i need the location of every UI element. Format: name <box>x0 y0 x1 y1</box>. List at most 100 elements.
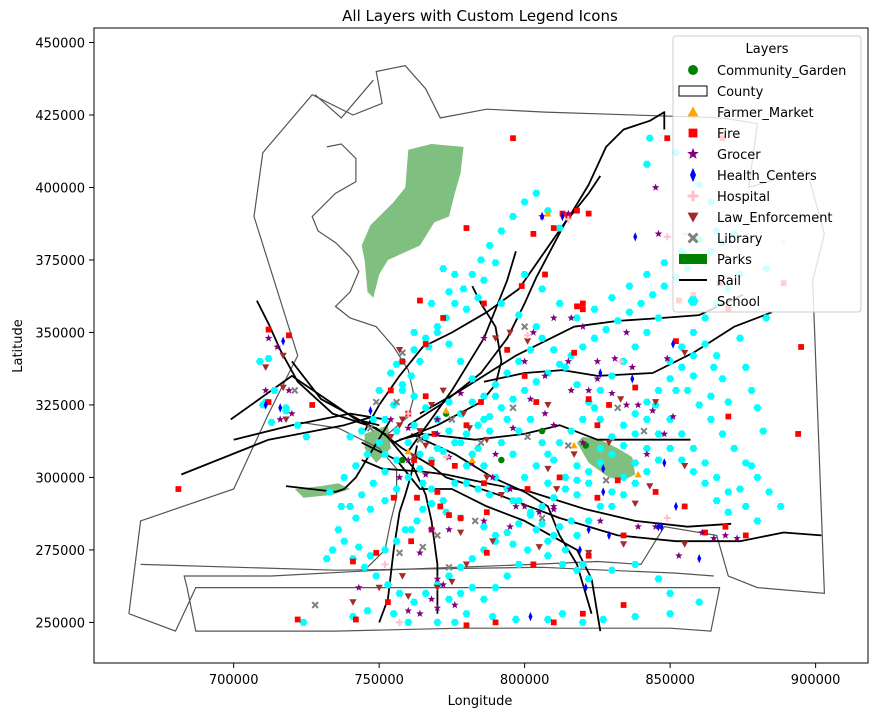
school-marker <box>584 479 593 487</box>
school-marker <box>561 474 570 481</box>
school-marker <box>642 271 651 278</box>
library-marker <box>614 404 622 412</box>
school-marker <box>497 404 506 412</box>
grocer-marker <box>480 517 488 525</box>
school-marker <box>724 508 733 516</box>
park-polygon <box>577 436 636 481</box>
school-marker <box>264 355 273 362</box>
school-marker <box>642 416 651 423</box>
grocer-marker <box>608 389 616 397</box>
library-marker <box>419 543 427 551</box>
library-marker <box>416 436 424 444</box>
school-marker <box>445 288 453 296</box>
law-enforcement-marker <box>410 454 418 461</box>
law-enforcement-marker <box>398 416 407 424</box>
library-marker <box>291 386 299 395</box>
fire-marker <box>434 489 441 495</box>
school-marker <box>392 485 401 493</box>
health-centers-marker <box>263 400 268 410</box>
library-marker <box>640 427 648 435</box>
school-marker <box>299 618 308 626</box>
school-marker <box>410 392 419 400</box>
school-marker <box>607 433 616 441</box>
school-marker <box>468 375 477 383</box>
law-enforcement-marker <box>398 573 407 580</box>
fire-marker <box>594 422 601 429</box>
school-marker <box>532 323 541 331</box>
fire-marker <box>175 486 182 492</box>
school-marker <box>619 442 628 449</box>
rail-line <box>256 300 822 543</box>
school-marker <box>561 363 570 371</box>
school-marker <box>514 497 523 505</box>
school-marker <box>450 439 459 447</box>
grocer-marker <box>593 357 602 365</box>
school-marker <box>497 439 506 447</box>
fire-marker <box>492 619 499 626</box>
school-marker <box>677 430 686 438</box>
health-centers-marker <box>601 487 606 497</box>
school-marker <box>456 589 465 597</box>
fire-marker <box>681 503 688 510</box>
school-marker <box>741 459 750 467</box>
grocer-marker <box>634 401 642 409</box>
law-enforcement-marker <box>535 544 543 551</box>
school-marker <box>724 488 733 496</box>
school-marker <box>267 418 276 426</box>
library-marker <box>564 441 572 450</box>
fire-marker <box>446 512 452 519</box>
fire-marker <box>632 384 639 391</box>
fire-marker <box>594 494 601 501</box>
grocer-marker <box>535 508 543 516</box>
school-marker <box>325 488 334 496</box>
law-enforcement-marker <box>570 451 578 458</box>
school-marker <box>718 375 727 383</box>
fire-marker <box>585 210 592 217</box>
fire-marker <box>385 599 391 605</box>
school-marker <box>381 468 389 476</box>
law-enforcement-marker <box>262 364 270 371</box>
school-marker <box>381 546 389 554</box>
school-marker <box>255 358 264 365</box>
library-marker <box>311 601 319 609</box>
health-centers-marker <box>368 406 373 416</box>
law-enforcement-marker <box>631 500 639 508</box>
grocer-marker <box>663 354 671 362</box>
hospital-marker <box>381 560 389 569</box>
fire-marker <box>742 532 749 539</box>
library-marker <box>509 404 517 412</box>
county-boundary <box>300 421 398 571</box>
school-marker <box>596 459 605 467</box>
legend-circle-icon <box>688 65 698 75</box>
school-marker <box>468 555 477 563</box>
school-marker <box>718 430 727 438</box>
fire-marker <box>579 306 586 313</box>
school-marker <box>631 561 640 568</box>
school-marker <box>631 343 640 351</box>
law-enforcement-marker <box>553 486 561 493</box>
school-marker <box>607 294 616 302</box>
library-marker <box>433 531 441 540</box>
school-marker <box>555 523 564 531</box>
grocer-marker <box>520 502 529 510</box>
school-marker <box>776 503 785 510</box>
school-marker <box>433 323 442 331</box>
school-marker <box>695 598 704 606</box>
school-marker <box>450 618 459 626</box>
library-marker <box>602 476 610 484</box>
grocer-marker <box>416 609 424 617</box>
school-marker <box>337 503 346 510</box>
x-tick-label: 700000 <box>209 673 259 688</box>
legend-entry-label: School <box>717 295 760 310</box>
health-centers-marker <box>560 211 565 222</box>
school-marker <box>736 334 744 342</box>
school-marker <box>765 488 774 496</box>
grocer-marker <box>698 528 706 536</box>
grocer-marker <box>550 421 558 429</box>
school-marker <box>456 563 465 571</box>
school-marker <box>357 491 366 499</box>
y-tick-label: 400000 <box>35 181 85 196</box>
grocer-marker <box>512 502 520 510</box>
community-garden-marker <box>399 456 406 464</box>
farmer-market-marker <box>544 209 552 217</box>
